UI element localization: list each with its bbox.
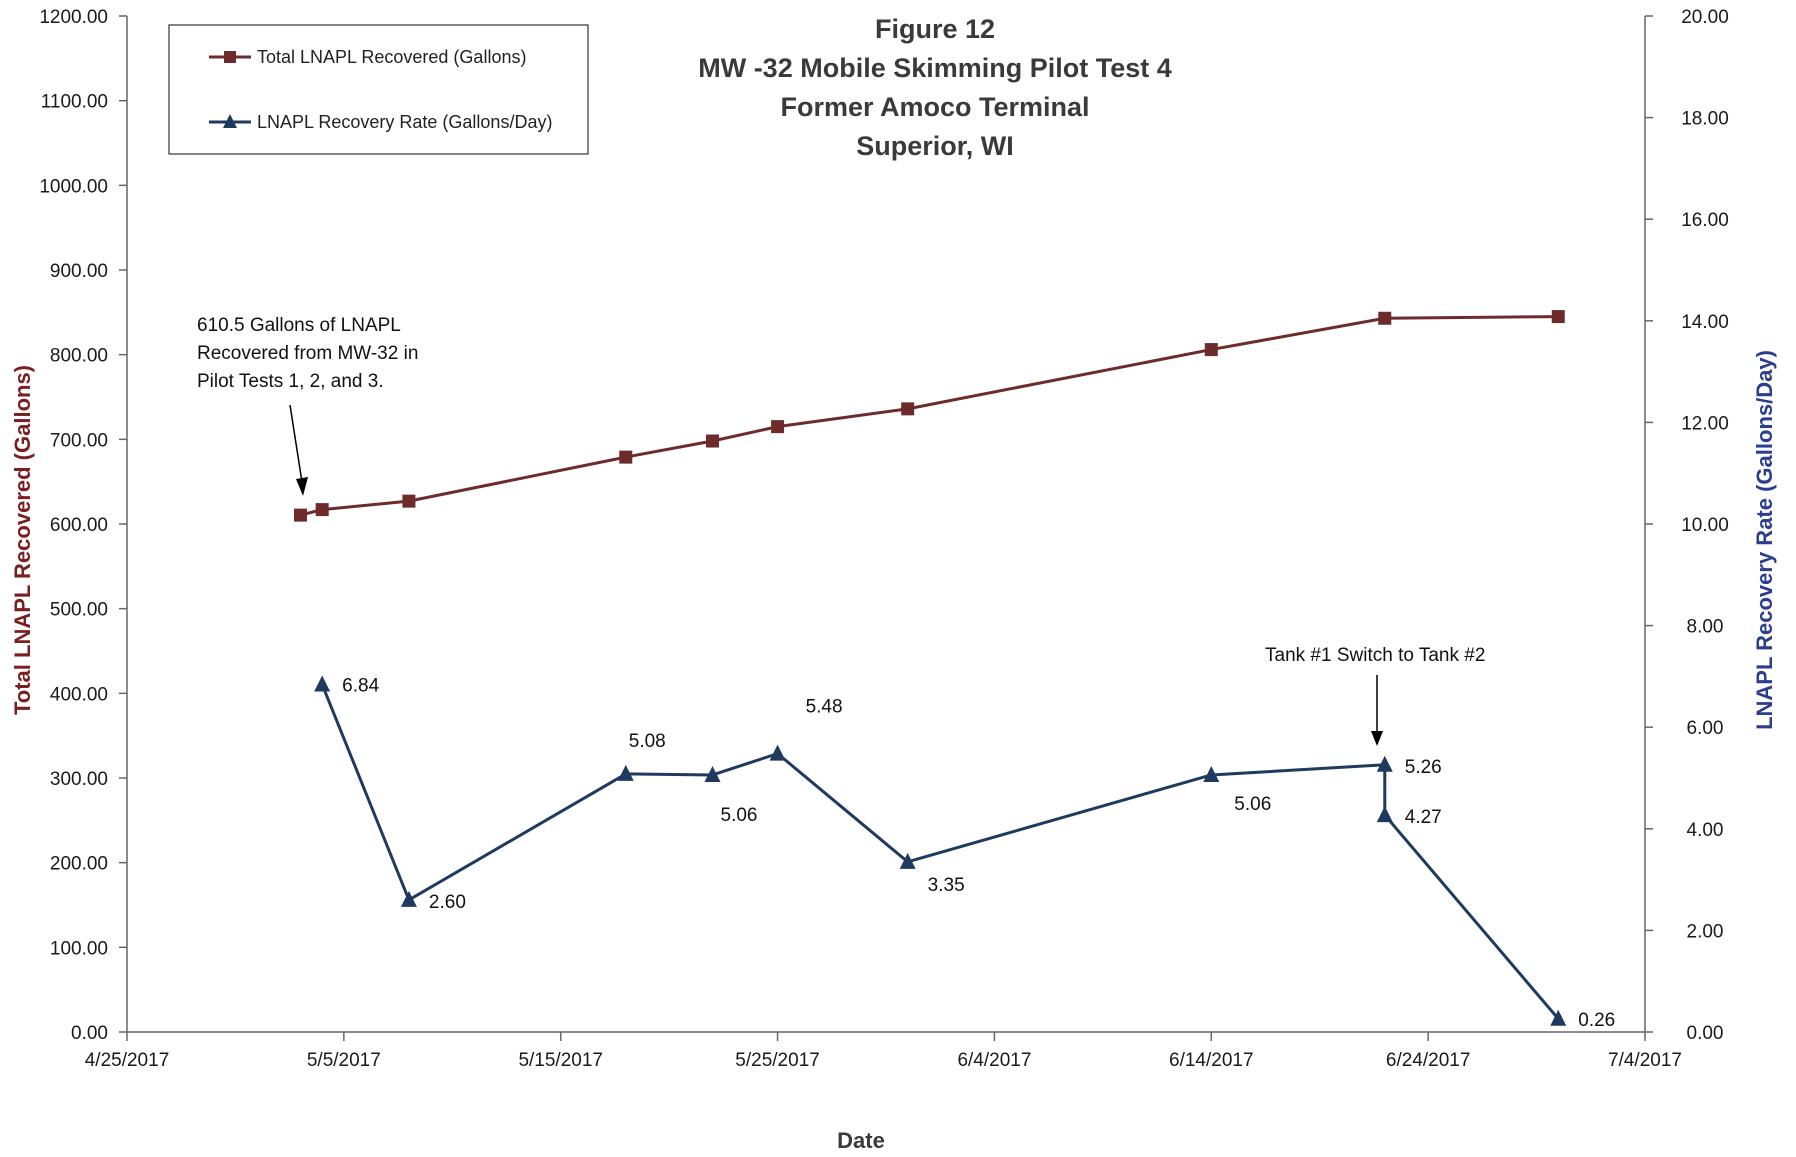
annotation-arrowhead-1: [296, 477, 308, 496]
annotation-line-2: Recovered from MW-32 in: [197, 343, 418, 364]
annotation-arrow-1: [289, 404, 303, 483]
data-point-total: [706, 434, 720, 448]
legend-label-total: Total LNAPL Recovered (Gallons): [257, 47, 526, 67]
title-line-2: MW -32 Mobile Skimming Pilot Test 4: [698, 53, 1172, 83]
series-line-total-recovered: [300, 315, 1559, 517]
x-axis-title: Date: [837, 1128, 885, 1152]
annotation-line-1: 610.5 Gallons of LNAPL: [197, 315, 401, 336]
series-line-recovery-rate: [320, 683, 1560, 1020]
data-point-total: [1551, 310, 1565, 324]
data-point-rate: [769, 744, 786, 761]
x-tick-label: 6/4/2017: [957, 1050, 1031, 1071]
data-label-rate: 6.84: [342, 676, 379, 697]
data-point-rate: [400, 890, 417, 907]
labels-group: 6.84 2.60 5.08 5.06 5.48 3.35 5.06 5.26 4.27 0.26: [342, 676, 1615, 1031]
data-point-rate: [1550, 1009, 1567, 1026]
y-right-tick-label: 12.00: [1681, 413, 1729, 434]
annotation-tank-switch: Tank #1 Switch to Tank #2: [1265, 645, 1485, 746]
y-right-tick-label: 8.00: [1687, 617, 1724, 638]
y-left-tick-label: 900.00: [50, 261, 108, 282]
y-left-tick-label: 100.00: [50, 938, 108, 959]
annotation-line-3: Pilot Tests 1, 2, and 3.: [197, 371, 384, 392]
axes-group: 0.00 100.00 200.00 300.00 400.00 500.00 600.00…: [39, 7, 1728, 1071]
data-label-rate: 3.35: [928, 875, 965, 896]
x-tick-label: 6/14/2017: [1169, 1050, 1254, 1071]
y-left-tick-label: 1000.00: [39, 176, 108, 197]
title-line-3: Former Amoco Terminal: [780, 92, 1089, 122]
data-label-rate: 5.48: [806, 697, 843, 718]
y-left-tick-label: 300.00: [50, 769, 108, 790]
data-point-total: [771, 420, 785, 434]
y-right-tick-label: 0.00: [1687, 1023, 1724, 1044]
data-point-rate: [704, 765, 721, 782]
y-left-tick-label: 800.00: [50, 346, 108, 367]
legend-marker-square: [224, 51, 236, 63]
y-left-tick-label: 0.00: [71, 1023, 108, 1044]
data-point-rate: [617, 764, 634, 781]
data-point-rate: [314, 675, 331, 692]
data-label-rate: 0.26: [1578, 1010, 1615, 1031]
y-right-tick-label: 2.00: [1687, 921, 1724, 942]
y-left-tick-label: 200.00: [50, 854, 108, 875]
data-point-rate: [1376, 755, 1393, 772]
data-point-rate: [899, 852, 916, 869]
data-point-total: [315, 503, 329, 517]
annotation-arrowhead-2: [1371, 731, 1383, 746]
data-point-total: [901, 402, 915, 416]
chart-title: Figure 12 MW -32 Mobile Skimming Pilot T…: [698, 14, 1172, 161]
data-point-rate: [1203, 765, 1220, 782]
data-label-rate: 2.60: [429, 892, 466, 913]
data-label-rate: 5.06: [1234, 794, 1271, 815]
data-point-total: [293, 508, 307, 522]
y-right-tick-label: 18.00: [1681, 109, 1729, 130]
y-right-tick-label: 16.00: [1681, 210, 1729, 231]
y-left-tick-label: 500.00: [50, 600, 108, 621]
y-right-tick-label: 4.00: [1687, 820, 1724, 841]
y-left-axis-title: Total LNAPL Recovered (Gallons): [10, 365, 35, 715]
x-tick-label: 7/4/2017: [1608, 1050, 1682, 1071]
legend-box: [168, 24, 589, 155]
legend: Total LNAPL Recovered (Gallons) LNAPL Re…: [168, 24, 589, 155]
x-tick-label: 5/25/2017: [735, 1050, 820, 1071]
title-line-1: Figure 12: [875, 14, 995, 44]
x-tick-label: 5/15/2017: [518, 1050, 603, 1071]
y-right-tick-label: 6.00: [1687, 718, 1724, 739]
legend-marker-triangle: [223, 114, 237, 128]
data-label-rate: 5.26: [1405, 757, 1442, 778]
annotation-initial-recovery: 610.5 Gallons of LNAPL Recovered from MW…: [197, 315, 418, 496]
x-tick-label: 6/24/2017: [1386, 1050, 1471, 1071]
data-point-rate: [1376, 806, 1393, 823]
y-right-tick-label: 20.00: [1681, 7, 1729, 28]
data-label-rate: 5.06: [721, 805, 758, 826]
series-group: [293, 310, 1567, 1026]
x-tick-label: 4/25/2017: [85, 1050, 170, 1071]
y-left-tick-label: 600.00: [50, 515, 108, 536]
y-right-tick-label: 10.00: [1681, 515, 1729, 536]
data-point-total: [402, 494, 416, 508]
y-right-axis-title: LNAPL Recovery Rate (Gallons/Day): [1752, 350, 1777, 730]
y-left-tick-label: 1200.00: [39, 7, 108, 28]
legend-label-rate: LNAPL Recovery Rate (Gallons/Day): [257, 112, 552, 132]
x-tick-label: 5/5/2017: [307, 1050, 381, 1071]
data-point-total: [1378, 311, 1392, 325]
annotation-tank-text: Tank #1 Switch to Tank #2: [1265, 645, 1485, 666]
y-left-tick-label: 400.00: [50, 684, 108, 705]
data-point-total: [1204, 343, 1218, 357]
y-left-tick-label: 1100.00: [41, 92, 108, 113]
data-label-rate: 4.27: [1405, 807, 1442, 828]
title-line-4: Superior, WI: [856, 131, 1014, 161]
data-label-rate: 5.08: [629, 731, 666, 752]
data-point-total: [619, 450, 633, 464]
y-right-tick-label: 14.00: [1681, 312, 1729, 333]
y-left-tick-label: 700.00: [50, 430, 108, 451]
